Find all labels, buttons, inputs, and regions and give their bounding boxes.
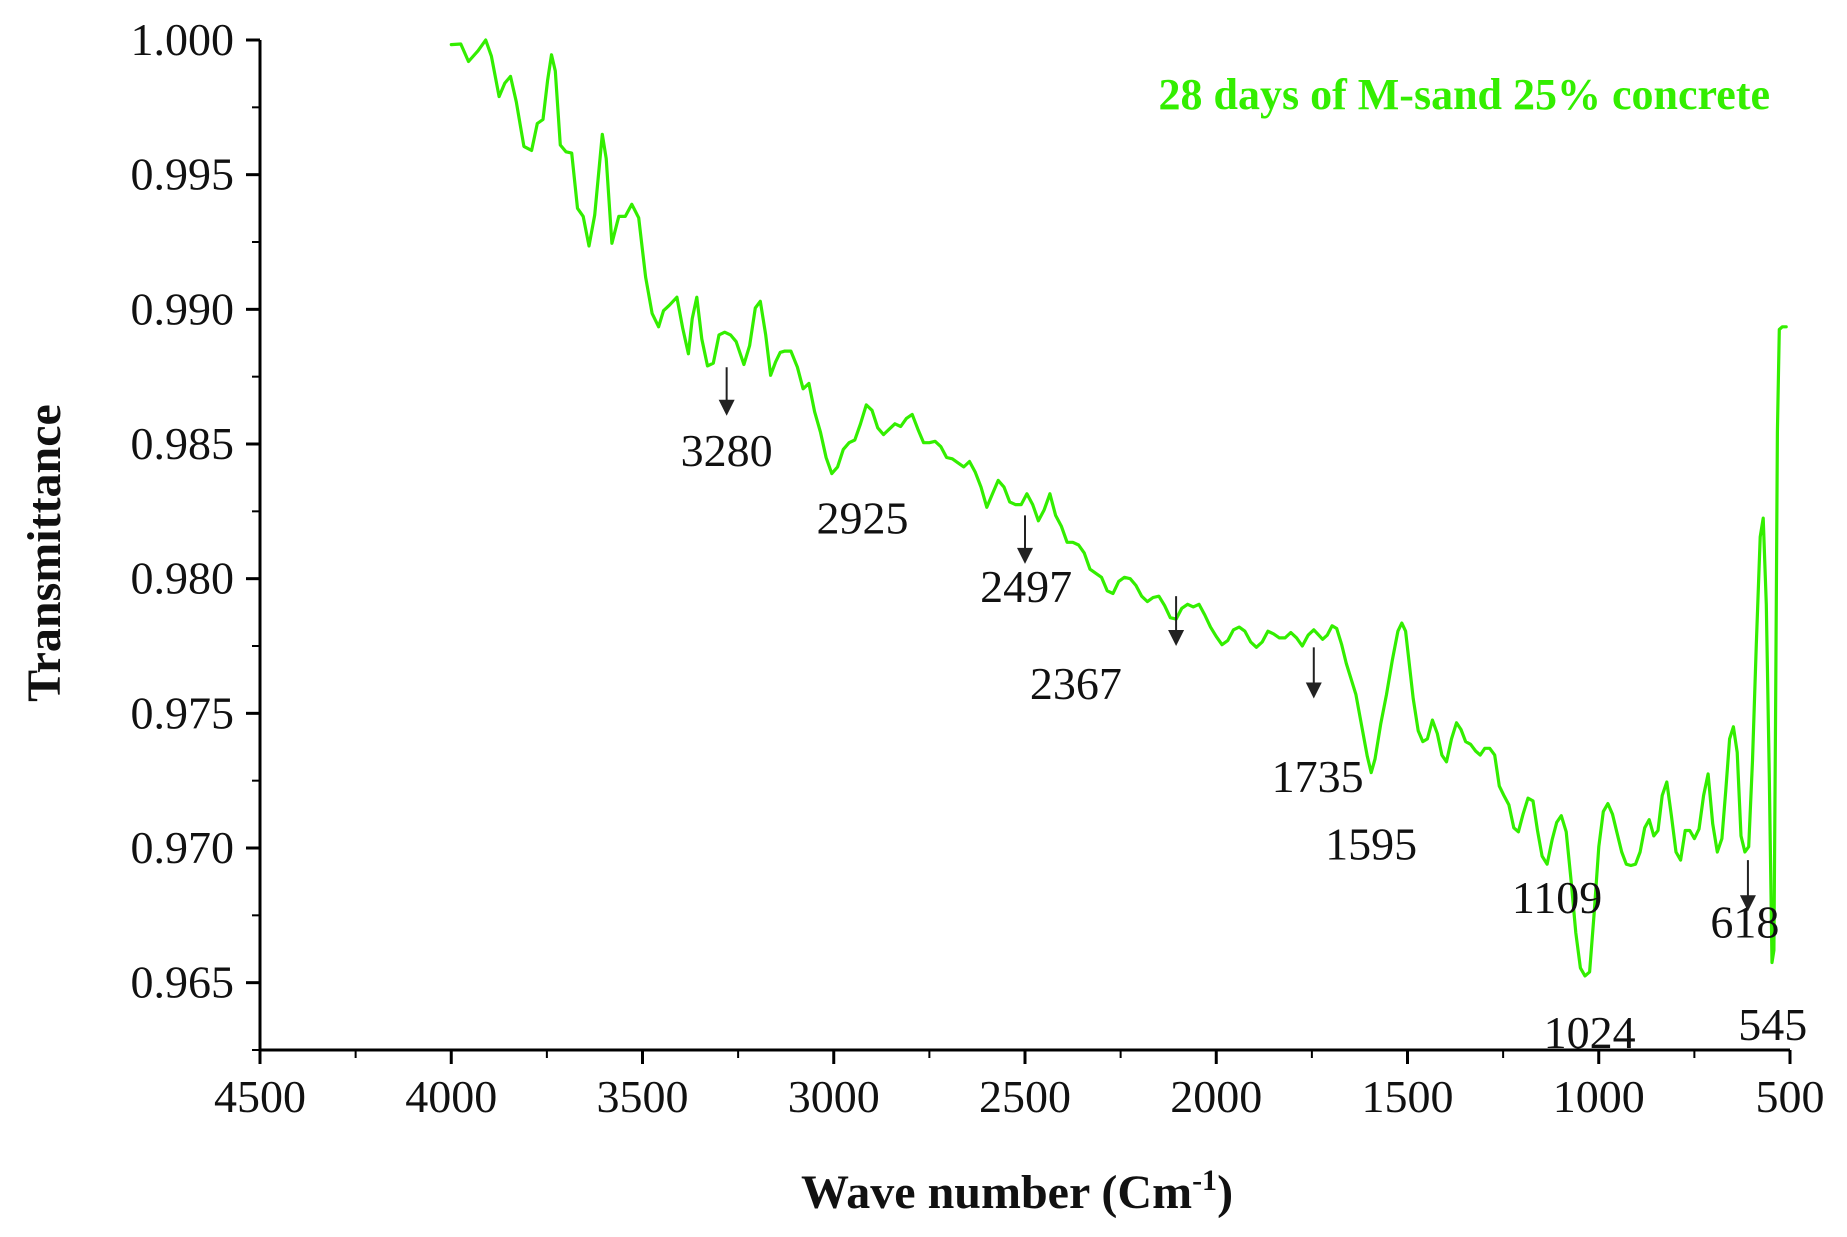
annotation-arrow-head [1168,630,1185,646]
x-tick-label: 4000 [405,1071,497,1122]
x-tick-label: 1000 [1553,1071,1645,1122]
peak-label-2367: 2367 [1030,658,1122,709]
peak-label-1595: 1595 [1325,818,1417,869]
peak-label-545: 545 [1738,999,1807,1050]
axis-ticks: 1.000 0.995 0.990 0.985 0.980 0.975 0.970 0.965… [131,14,1825,1122]
x-tick-label: 4500 [214,1071,306,1122]
peak-label-618: 618 [1710,896,1779,947]
x-axis-title-main: Wave number (Cm [801,1166,1192,1219]
peak-label-3280: 3280 [681,425,773,476]
y-tick-label: 0.985 [131,418,235,469]
x-tick-label: 1500 [1362,1071,1454,1122]
series-layer [449,38,1788,978]
peak-label-1735: 1735 [1272,751,1364,802]
y-axis-title: Transmittance [18,404,71,702]
annotation-arrow-head [1305,682,1322,699]
annotation-arrow-head [1739,895,1756,912]
x-axis-title: Wave number (Cm-1) [801,1164,1233,1219]
y-tick-label: 0.980 [131,553,235,604]
peak-label-1024: 1024 [1544,1007,1636,1058]
peak-label-2497: 2497 [980,561,1072,612]
x-axis-title-close: ) [1217,1166,1233,1219]
x-tick-label: 500 [1756,1071,1825,1122]
chart-title: 28 days of M-sand 25% concrete [1159,70,1770,119]
peak-label-1109: 1109 [1512,872,1602,923]
x-axis-title-sup: -1 [1192,1164,1217,1197]
annotation-arrow-head [718,399,735,416]
y-tick-label: 0.995 [131,149,235,200]
x-tick-label: 3500 [597,1071,689,1122]
x-tick-label: 3000 [788,1071,880,1122]
y-tick-label: 0.965 [131,957,235,1008]
x-tick-label: 2000 [1170,1071,1262,1122]
x-tick-label: 2500 [979,1071,1071,1122]
series-line [449,38,1788,978]
peak-annotations: 3280 2925 2497 2367 1735 1595 1109 618 1024 545 [681,367,1807,1058]
y-tick-label: 1.000 [131,14,235,65]
peak-label-2925: 2925 [816,492,908,543]
annotation-arrow-head [1017,547,1033,564]
y-tick-label: 0.975 [131,687,235,738]
y-tick-label: 0.990 [131,283,235,334]
y-tick-label: 0.970 [131,822,235,873]
